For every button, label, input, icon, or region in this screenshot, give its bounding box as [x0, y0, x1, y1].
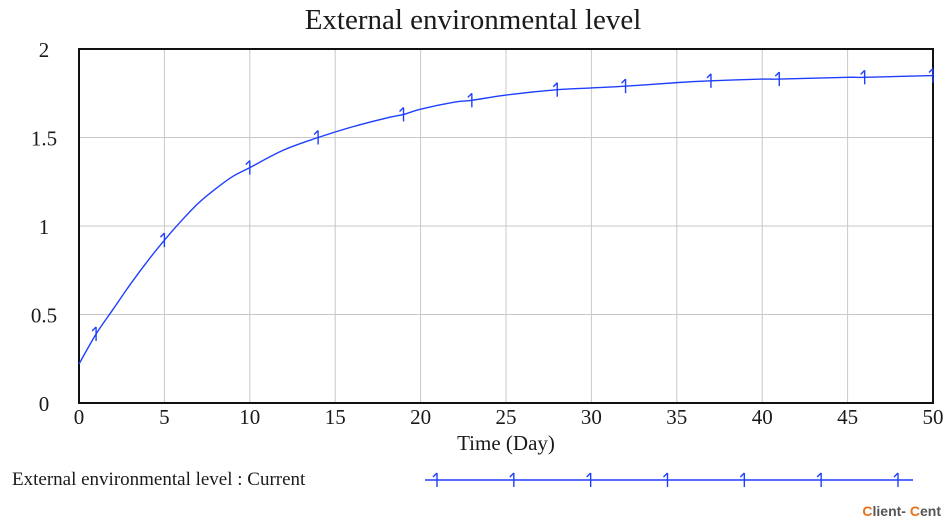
- marker-flag: [860, 69, 866, 75]
- legend-marker: [893, 472, 899, 487]
- series-marker: [621, 78, 627, 94]
- series-marker: [552, 82, 558, 97]
- marker-flag: [621, 78, 627, 84]
- marker-flag: [663, 472, 668, 478]
- y-tick-label: 0: [39, 392, 50, 416]
- y-tick-label: 0.5: [31, 304, 57, 328]
- x-tick-label: 40: [752, 405, 773, 429]
- series-marker: [313, 130, 319, 145]
- marker-flag: [467, 92, 473, 98]
- marker-flag: [586, 472, 592, 478]
- series-line: [78, 74, 934, 365]
- y-axis-ticks: 0 0.5 1 1.5 2: [31, 38, 57, 416]
- marker-flag: [509, 472, 515, 478]
- marker-flag: [552, 82, 558, 88]
- y-tick-label: 1: [39, 215, 50, 239]
- x-tick-label: 50: [923, 405, 944, 429]
- marker-flag: [399, 106, 405, 112]
- marker-flag: [432, 472, 438, 478]
- marker-flag: [816, 472, 822, 478]
- x-tick-label: 35: [666, 405, 687, 429]
- marker-flag: [159, 232, 165, 238]
- marker-flag: [928, 68, 934, 74]
- x-tick-label: 20: [410, 405, 431, 429]
- grid-lines: [79, 49, 933, 403]
- marker-flag: [706, 73, 712, 79]
- plot-frame: [78, 48, 934, 404]
- x-tick-label: 25: [496, 405, 517, 429]
- series-markers: [91, 68, 934, 341]
- legend-label: External environmental level : Current: [12, 469, 306, 490]
- x-tick-label: 5: [159, 405, 170, 429]
- marker-flag: [893, 472, 899, 478]
- x-axis-label: Time (Day): [457, 431, 555, 455]
- marker-flag: [774, 71, 780, 77]
- marker-flag: [91, 326, 97, 332]
- series-marker: [245, 160, 251, 175]
- x-tick-label: 30: [581, 405, 602, 429]
- series-marker: [467, 92, 473, 108]
- legend-marker: [432, 472, 438, 487]
- chart-title: External environmental level: [305, 4, 642, 36]
- watermark-logo: Client- Cent: [862, 503, 941, 519]
- marker-flag: [313, 130, 319, 135]
- marker-flag: [739, 472, 745, 478]
- series-marker: [159, 232, 166, 248]
- legend-marker: [586, 472, 592, 487]
- x-axis-ticks: 0 5 10 15 20 25 30 35 40 45 50: [74, 405, 944, 429]
- marker-flag: [245, 160, 251, 166]
- series-marker: [860, 69, 866, 85]
- x-tick-label: 10: [239, 405, 260, 429]
- series-marker: [399, 106, 405, 122]
- legend-marker: [739, 472, 746, 487]
- x-tick-label: 45: [837, 405, 858, 429]
- legend-markers: [432, 472, 899, 487]
- y-tick-label: 2: [39, 38, 50, 62]
- legend-marker: [663, 472, 669, 487]
- series-marker: [706, 73, 712, 88]
- x-tick-label: 0: [74, 405, 85, 429]
- legend-marker: [816, 472, 822, 487]
- series-marker: [91, 326, 97, 341]
- x-tick-label: 15: [325, 405, 346, 429]
- series-marker: [774, 71, 780, 87]
- legend: External environmental level : Current: [12, 469, 913, 490]
- legend-marker: [509, 472, 515, 487]
- series-marker: [928, 68, 934, 83]
- y-tick-label: 1.5: [31, 127, 57, 151]
